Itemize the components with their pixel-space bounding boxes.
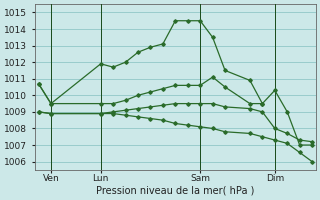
X-axis label: Pression niveau de la mer( hPa ): Pression niveau de la mer( hPa ) [96,186,254,196]
